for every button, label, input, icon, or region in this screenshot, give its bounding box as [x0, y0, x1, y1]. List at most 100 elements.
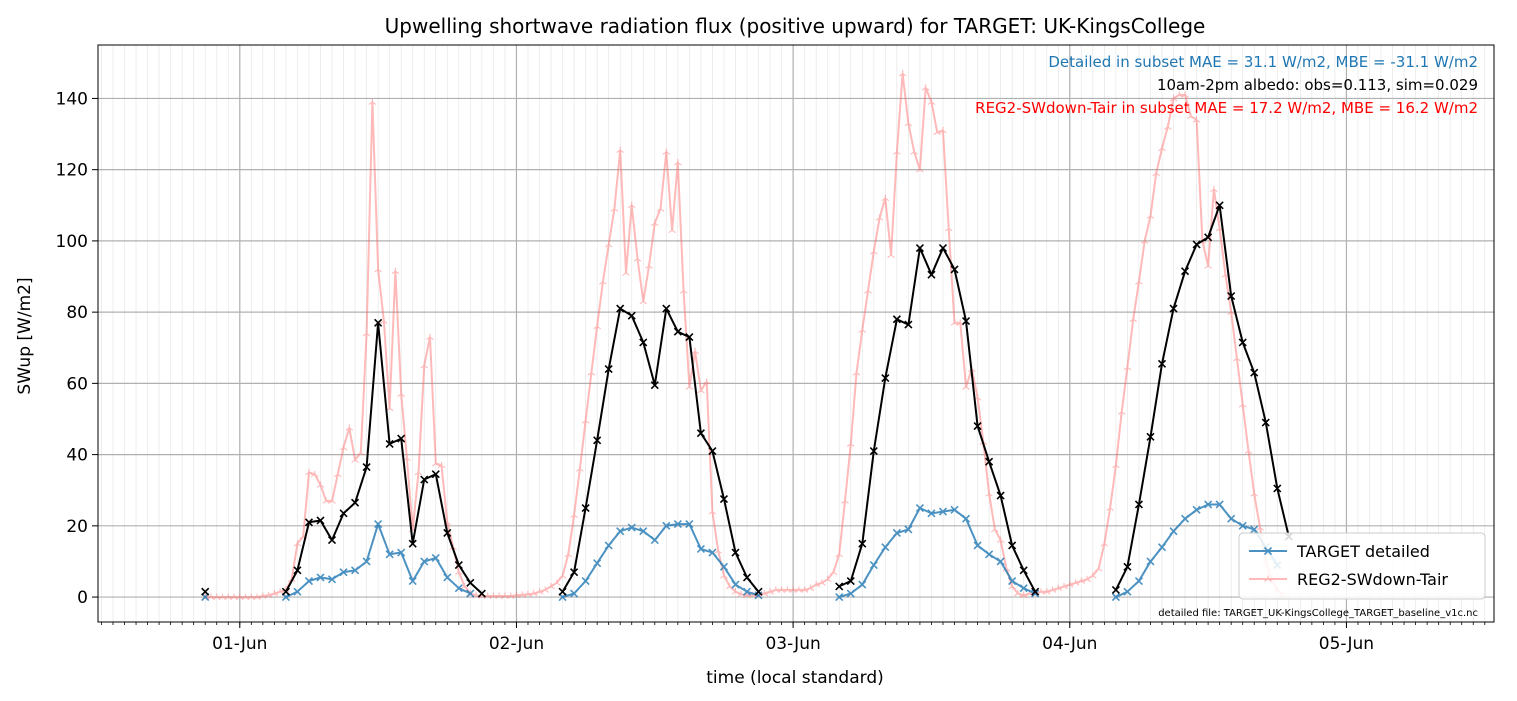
data-point-marker	[218, 593, 227, 600]
data-point-marker	[1129, 315, 1137, 323]
data-point-marker	[610, 205, 619, 212]
data-point-marker	[599, 278, 607, 285]
data-point-marker	[293, 566, 302, 575]
data-point-marker	[921, 84, 930, 91]
data-point-marker	[852, 369, 861, 376]
data-point-marker	[766, 588, 774, 595]
data-point-marker	[927, 270, 936, 279]
data-point-marker	[201, 587, 210, 596]
data-point-marker	[310, 470, 319, 478]
data-point-marker	[720, 572, 728, 579]
data-point-marker	[772, 586, 780, 593]
data-point-marker	[915, 503, 924, 513]
legend-label: TARGET detailed	[1296, 542, 1430, 561]
data-point-marker	[1244, 447, 1253, 454]
data-point-marker	[1123, 587, 1132, 596]
data-point-marker	[645, 262, 653, 269]
data-point-marker	[420, 362, 429, 369]
data-point-marker	[858, 580, 867, 589]
data-point-marker	[316, 481, 325, 488]
data-point-marker	[408, 539, 417, 548]
data-point-marker	[1157, 359, 1167, 368]
data-point-marker	[316, 516, 325, 525]
data-point-marker	[1123, 562, 1132, 571]
data-point-marker	[362, 557, 371, 566]
series-line	[561, 307, 760, 593]
data-point-marker	[1250, 525, 1259, 534]
data-point-marker	[604, 240, 613, 248]
data-point-marker	[593, 322, 601, 330]
data-point-marker	[616, 146, 625, 153]
data-point-marker	[1263, 546, 1273, 556]
legend-label: REG2-SWdown-Tair	[1297, 570, 1448, 589]
data-point-marker	[915, 243, 924, 253]
data-point-marker	[604, 541, 613, 550]
data-point-marker	[443, 573, 452, 582]
data-point-marker	[212, 593, 221, 600]
legend: TARGET detailed REG2-SWdown-Tair	[1238, 532, 1486, 600]
data-point-marker	[1204, 262, 1212, 269]
series-line	[838, 247, 1037, 593]
data-point-marker	[1261, 418, 1270, 427]
data-point-marker	[570, 511, 578, 519]
data-point-marker	[1169, 94, 1178, 102]
data-point-marker	[697, 386, 705, 394]
data-point-marker	[898, 69, 907, 77]
series-layer	[201, 69, 1293, 602]
annotation-file-note: detailed file: TARGET_UK-KingsCollege_TA…	[1158, 608, 1478, 619]
series-line	[285, 321, 483, 595]
data-point-marker	[1227, 292, 1236, 301]
data-point-marker	[351, 498, 360, 507]
data-point-marker	[777, 586, 786, 593]
data-point-marker	[466, 578, 475, 587]
data-point-marker	[1083, 575, 1091, 583]
x-axis-label: time (local standard)	[706, 668, 884, 688]
data-point-marker	[996, 491, 1005, 500]
data-point-marker	[1117, 408, 1126, 415]
data-point-marker	[1134, 576, 1144, 586]
data-point-marker	[1111, 593, 1120, 602]
data-point-marker	[742, 587, 752, 596]
data-point-marker	[380, 317, 388, 324]
data-point-marker	[1227, 514, 1236, 523]
data-point-marker	[1192, 505, 1201, 514]
data-point-marker	[742, 573, 752, 582]
data-point-marker	[674, 159, 682, 166]
data-point-marker	[639, 527, 648, 536]
annotation-albedo: 10am-2pm albedo: obs=0.113, sim=0.029	[1157, 76, 1478, 94]
data-point-marker	[887, 251, 895, 259]
data-point-marker	[547, 582, 555, 590]
data-point-marker	[991, 525, 999, 533]
data-point-marker	[351, 456, 359, 463]
data-point-marker	[1273, 484, 1282, 493]
data-point-marker	[731, 588, 740, 595]
data-point-marker	[685, 519, 694, 529]
data-point-marker	[1250, 490, 1259, 497]
data-point-marker	[570, 589, 579, 598]
data-point-marker	[627, 523, 636, 532]
data-point-marker	[1157, 543, 1167, 552]
data-point-marker	[270, 590, 279, 597]
data-point-marker	[489, 592, 498, 599]
data-point-marker	[558, 587, 567, 596]
data-point-marker	[627, 201, 636, 209]
data-point-marker	[443, 528, 452, 538]
data-point-marker	[656, 205, 665, 212]
data-point-marker	[650, 219, 659, 226]
data-point-marker	[869, 446, 878, 456]
data-point-marker	[1060, 582, 1068, 590]
data-point-marker	[864, 287, 872, 294]
data-point-marker	[869, 560, 878, 570]
data-point-marker	[524, 590, 532, 598]
data-point-marker	[846, 576, 855, 586]
data-point-marker	[235, 593, 244, 600]
data-point-marker	[454, 560, 463, 570]
data-point-marker	[420, 557, 429, 566]
data-point-marker	[1227, 308, 1235, 316]
data-point-marker	[362, 462, 371, 472]
data-point-marker	[938, 243, 948, 253]
data-point-marker	[339, 443, 348, 451]
data-point-marker	[1008, 582, 1016, 590]
y-tick-label: 100	[56, 232, 88, 252]
data-point-marker	[1042, 588, 1051, 595]
